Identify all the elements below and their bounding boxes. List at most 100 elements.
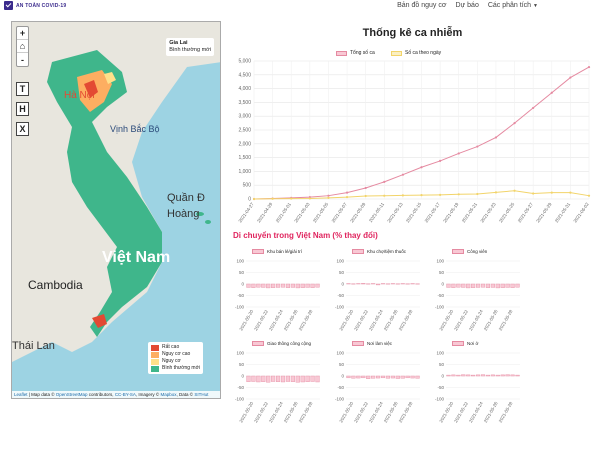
- legend-transit[interactable]: Giao thông công cộng: [252, 341, 311, 346]
- x-tick-label: 2021-05-15: [405, 201, 423, 223]
- mobility-bar: [315, 375, 320, 383]
- mobility-bar: [256, 283, 261, 288]
- nav-link-risk-map[interactable]: Bản đồ nguy cơ: [397, 2, 447, 9]
- mobility-bar: [290, 375, 295, 382]
- y-tick-label: 0: [341, 374, 344, 379]
- legend-residential[interactable]: Nơi ở: [452, 341, 478, 346]
- x-tick-label: 2021-05-11: [368, 201, 385, 223]
- y-tick-label: 50: [239, 362, 245, 367]
- risk-zone[interactable]: [104, 72, 116, 84]
- legend-row: Nguy cơ cao: [151, 351, 200, 358]
- legend-total-cases[interactable]: Tổng số ca: [336, 50, 375, 56]
- daily-cases-point: [383, 194, 386, 197]
- y-tick-label: 1,500: [238, 155, 251, 161]
- mobility-bar: [266, 375, 271, 383]
- mobility-bar: [466, 283, 471, 289]
- mobility-bar-chart-retail: 100500-50-1002021-05-202021-05-222021-05…: [235, 259, 320, 332]
- legend-grocery[interactable]: Khu chợ/tiệm thuốc: [352, 249, 406, 254]
- cc-link[interactable]: CC-BY-SA: [114, 392, 136, 397]
- x-tick-label: 2021-05-22: [353, 309, 369, 332]
- daily-cases-point: [439, 193, 442, 196]
- legend-label: Bình thường mới: [162, 365, 200, 371]
- x-tick-label: 2021-05-26: [283, 309, 299, 332]
- risk-map[interactable]: + ⌂ - T H X Gia Lai Bình thường mới Hà N…: [11, 21, 221, 399]
- daily-cases-point: [550, 191, 553, 194]
- mobility-bar-chart-parks: 100500-50-1002021-05-202021-05-222021-05…: [435, 259, 520, 332]
- x-tick-label: 2021-05-29: [535, 201, 553, 223]
- legend-swatch: [151, 351, 159, 358]
- x-tick-label: 2021-05-26: [383, 309, 399, 332]
- home-button[interactable]: ⌂: [17, 40, 28, 53]
- osm-link[interactable]: OpenStreetMap: [55, 392, 88, 397]
- map-button-t[interactable]: T: [16, 82, 29, 96]
- top-navbar: AN TOÀN COVID-19 Bản đồ nguy cơ Dự báo C…: [0, 0, 600, 14]
- y-tick-label: 2,500: [238, 128, 251, 134]
- legend-label: Số ca theo ngày: [405, 50, 442, 56]
- hanoi-high-risk-zone[interactable]: [84, 80, 98, 98]
- mobility-bar-chart-workplaces: 100500-50-1002021-05-202021-05-222021-05…: [335, 351, 420, 424]
- y-tick-label: 100: [236, 351, 244, 356]
- vietnam-provinces[interactable]: [47, 50, 162, 337]
- y-tick-label: 50: [339, 362, 345, 367]
- legend-swatch: [452, 341, 464, 346]
- map-button-x[interactable]: X: [16, 122, 29, 136]
- y-tick-label: 100: [336, 351, 344, 356]
- mobility-bar: [471, 374, 476, 377]
- y-tick-label: -100: [335, 397, 345, 402]
- mobility-bar: [310, 283, 315, 288]
- south-high-risk-zone[interactable]: [92, 314, 107, 328]
- zoom-out-button[interactable]: -: [21, 54, 24, 65]
- attribution-text: , Data ©: [176, 392, 195, 397]
- legend-daily-cases[interactable]: Số ca theo ngày: [391, 50, 441, 56]
- x-tick-label: 2021-05-28: [298, 401, 314, 424]
- mapbox-link[interactable]: Mapbox: [160, 392, 177, 397]
- brand[interactable]: AN TOÀN COVID-19: [4, 1, 66, 10]
- x-tick-label: 2021-05-26: [283, 401, 299, 424]
- nav-link-analyses[interactable]: Các phân tích ▼: [488, 2, 538, 9]
- legend-retail[interactable]: Khu bán lẻ/giải trí: [252, 249, 302, 254]
- mobility-bar: [271, 283, 276, 288]
- total-cases-point: [587, 65, 591, 69]
- y-tick-label: -100: [235, 397, 245, 402]
- mobility-bar: [410, 375, 415, 379]
- paracel-islands: [196, 212, 204, 216]
- attribution-text: contributors,: [87, 392, 115, 397]
- legend-workplaces[interactable]: Nơi làm việc: [352, 341, 392, 346]
- mobility-bar: [246, 375, 251, 382]
- data-source-link[interactable]: SITHut: [194, 392, 209, 397]
- nav-link-forecast[interactable]: Dự báo: [455, 2, 479, 9]
- mobility-bar: [361, 283, 366, 285]
- mobility-bar: [505, 283, 510, 288]
- legend-parks[interactable]: Công viên: [452, 249, 487, 254]
- mobility-bar: [510, 374, 515, 377]
- leaflet-link[interactable]: Leaflet: [14, 392, 28, 397]
- mobility-bar: [246, 283, 251, 288]
- x-tick-label: 2021-05-24: [468, 309, 484, 332]
- x-tick-label: 2021-05-26: [483, 309, 499, 332]
- x-tick-label: 2021-05-25: [498, 201, 516, 223]
- paracel-islands: [205, 220, 211, 224]
- legend-label: Công viên: [467, 249, 488, 254]
- x-tick-label: 2021-05-20: [438, 309, 454, 332]
- total-cases-point: [364, 186, 367, 190]
- legend-swatch: [252, 341, 264, 346]
- daily-cases-point: [532, 192, 535, 195]
- zoom-in-button[interactable]: +: [17, 27, 28, 40]
- x-tick-label: 2021-05-20: [238, 401, 254, 424]
- mobility-bar: [405, 375, 410, 379]
- legend-label: Nơi làm việc: [367, 341, 392, 346]
- daily-cases-point: [345, 195, 349, 199]
- map-legend: Rất cao Nguy cơ cao Nguy cơ Bình thường …: [148, 342, 203, 374]
- mobility-bar: [461, 374, 466, 377]
- daily-cases-point: [401, 194, 404, 197]
- mobility-bar: [510, 283, 515, 288]
- x-tick-label: 2021-05-22: [353, 401, 369, 424]
- daily-cases-point: [494, 191, 498, 194]
- daily-cases-point: [308, 197, 311, 200]
- mobility-bar: [466, 374, 471, 377]
- legend-swatch: [151, 365, 159, 372]
- legend-label: Rất cao: [162, 344, 180, 350]
- nav-links: Bản đồ nguy cơ Dự báo Các phân tích ▼: [397, 2, 538, 9]
- x-tick-label: 2021-05-24: [468, 401, 484, 424]
- map-button-h[interactable]: H: [16, 102, 29, 116]
